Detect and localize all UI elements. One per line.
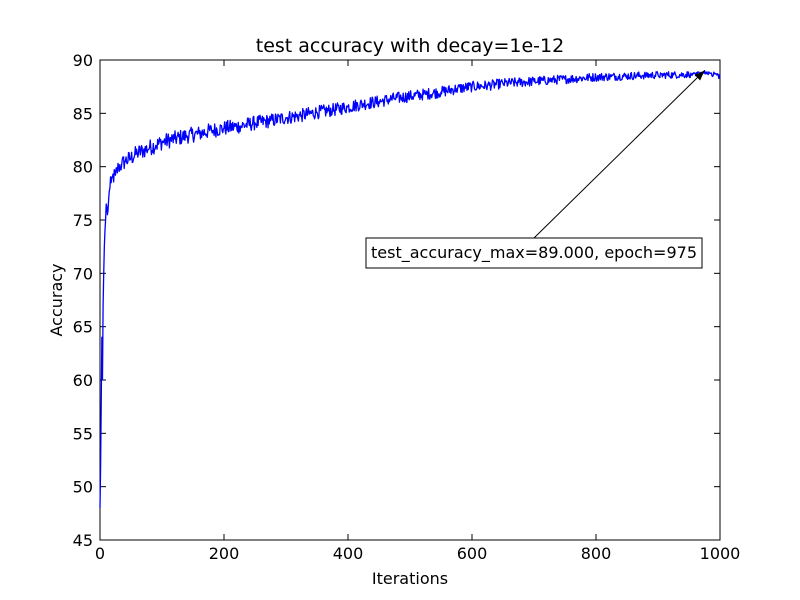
x-tick-label-5: 1000 (700, 544, 741, 563)
plot-frame (99, 59, 721, 541)
y-tick-label-5: 70 (73, 264, 93, 283)
tick-labels: 0 200 400 600 800 1000 45 50 55 60 65 70 75 80 85 90 (73, 51, 741, 563)
x-tick-label-4: 800 (581, 544, 612, 563)
x-tick-label-0: 0 (95, 544, 105, 563)
y-tick-label-0: 45 (73, 531, 93, 550)
x-tick-label-3: 600 (457, 544, 488, 563)
y-axis-label: Accuracy (47, 263, 66, 336)
annotation-box (365, 237, 703, 269)
annotation-text: test_accuracy_max=89.000, epoch=975 (371, 243, 697, 263)
annotation-arrowhead (694, 70, 705, 81)
y-tick-label-7: 80 (73, 158, 93, 177)
chart-title: test accuracy with decay=1e-12 (256, 35, 564, 57)
series-line-accuracy (99, 70, 721, 509)
x-axis-label: Iterations (372, 569, 448, 588)
y-tick-label-1: 50 (73, 478, 93, 497)
y-tick-label-4: 65 (73, 318, 93, 337)
y-tick-label-8: 85 (73, 104, 93, 123)
y-tick-label-6: 75 (73, 211, 93, 230)
y-tick-label-9: 90 (73, 51, 93, 70)
x-tick-label-1: 200 (209, 544, 240, 563)
x-tick-label-2: 400 (333, 544, 364, 563)
y-tick-label-2: 55 (73, 424, 93, 443)
annotation-arrow (533, 70, 705, 239)
y-tick-label-3: 60 (73, 371, 93, 390)
